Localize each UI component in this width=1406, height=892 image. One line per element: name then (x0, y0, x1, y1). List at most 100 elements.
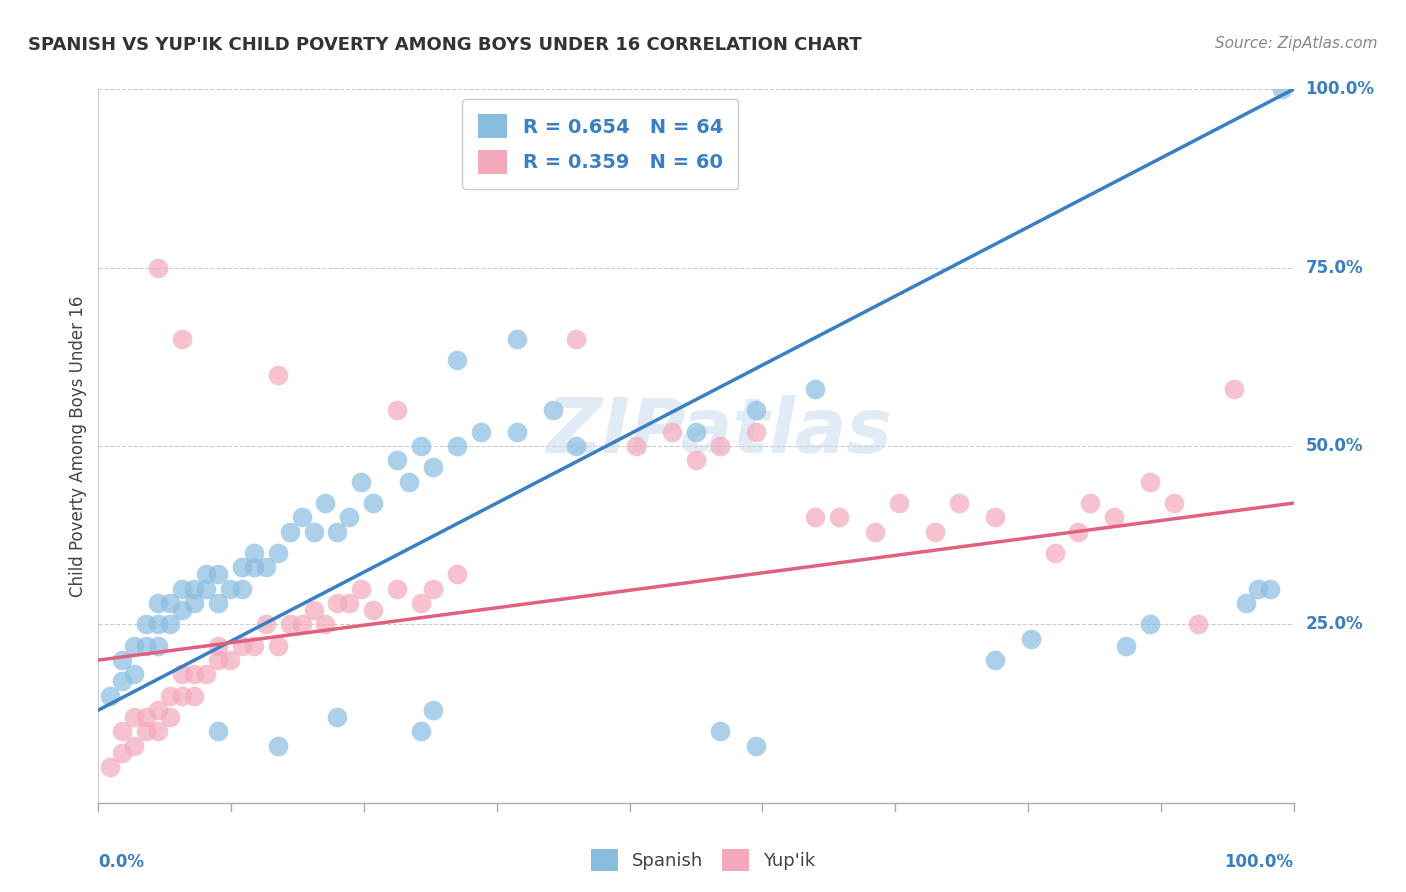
Point (278, 617, 301, 632)
Point (124, 639, 146, 653)
Point (254, 617, 277, 632)
Point (290, 617, 312, 632)
Point (506, 425, 529, 439)
Point (411, 439, 433, 453)
Point (148, 703, 170, 717)
Point (924, 524, 946, 539)
Point (1246, 582, 1268, 596)
Point (804, 510, 827, 524)
Point (411, 724, 433, 739)
Point (745, 739, 768, 753)
Point (98, 689, 122, 703)
Point (267, 368, 290, 382)
Point (207, 596, 229, 610)
Point (1115, 639, 1137, 653)
Point (1102, 510, 1125, 524)
Point (470, 425, 492, 439)
Point (1139, 617, 1161, 632)
Point (159, 710, 181, 724)
Point (1043, 546, 1066, 560)
Point (326, 710, 349, 724)
Point (1222, 382, 1246, 396)
Point (398, 475, 420, 489)
Y-axis label: Child Poverty Among Boys Under 16: Child Poverty Among Boys Under 16 (69, 295, 87, 597)
Point (111, 724, 134, 739)
Point (207, 639, 229, 653)
Point (363, 603, 385, 617)
Point (135, 724, 157, 739)
Text: 100.0%: 100.0% (1225, 853, 1294, 871)
Point (111, 653, 134, 667)
Point (172, 582, 194, 596)
Point (1234, 596, 1257, 610)
Point (290, 510, 312, 524)
Text: SPANISH VS YUP'IK CHILD POVERTY AMONG BOYS UNDER 16 CORRELATION CHART: SPANISH VS YUP'IK CHILD POVERTY AMONG BO… (28, 36, 862, 54)
Text: 50.0%: 50.0% (1305, 437, 1362, 455)
Point (1271, 82, 1294, 96)
Point (983, 653, 1005, 667)
Legend: Spanish, Yup'ik: Spanish, Yup'ik (583, 842, 823, 879)
Point (863, 524, 886, 539)
Point (243, 560, 266, 574)
Point (541, 403, 564, 417)
Point (159, 689, 181, 703)
Point (148, 596, 170, 610)
Point (172, 332, 194, 346)
Point (254, 560, 277, 574)
Text: Source: ZipAtlas.com: Source: ZipAtlas.com (1215, 36, 1378, 51)
Point (194, 567, 217, 582)
Point (1187, 617, 1209, 632)
Text: 75.0%: 75.0% (1305, 259, 1362, 277)
Point (350, 582, 373, 596)
Point (422, 703, 444, 717)
Point (148, 617, 170, 632)
Point (1067, 524, 1090, 539)
Point (624, 439, 647, 453)
Point (243, 546, 266, 560)
Point (124, 710, 146, 724)
Point (661, 425, 683, 439)
Point (1139, 475, 1161, 489)
Point (565, 439, 588, 453)
Point (111, 674, 134, 689)
Point (172, 667, 194, 681)
Point (422, 460, 444, 475)
Point (159, 617, 181, 632)
Point (363, 496, 385, 510)
Point (948, 496, 970, 510)
Point (709, 439, 731, 453)
Point (124, 739, 146, 753)
Point (350, 475, 373, 489)
Point (183, 689, 205, 703)
Point (183, 582, 205, 596)
Point (709, 724, 731, 739)
Point (148, 260, 170, 275)
Point (267, 546, 290, 560)
Point (183, 667, 205, 681)
Point (135, 639, 157, 653)
Point (1258, 582, 1281, 596)
Point (231, 639, 253, 653)
Point (337, 596, 360, 610)
Point (207, 724, 229, 739)
Point (685, 425, 707, 439)
Point (446, 353, 468, 368)
Point (385, 403, 409, 417)
Text: 100.0%: 100.0% (1305, 80, 1375, 98)
Point (302, 524, 325, 539)
Point (828, 510, 851, 524)
Point (1019, 632, 1042, 646)
Point (159, 596, 181, 610)
Point (1080, 496, 1102, 510)
Point (385, 453, 409, 467)
Point (111, 746, 134, 760)
Point (804, 382, 827, 396)
Point (135, 710, 157, 724)
Point (135, 617, 157, 632)
Text: ZIPatlas: ZIPatlas (547, 395, 893, 468)
Point (315, 617, 337, 632)
Point (194, 582, 217, 596)
Point (315, 496, 337, 510)
Point (172, 603, 194, 617)
Point (278, 524, 301, 539)
